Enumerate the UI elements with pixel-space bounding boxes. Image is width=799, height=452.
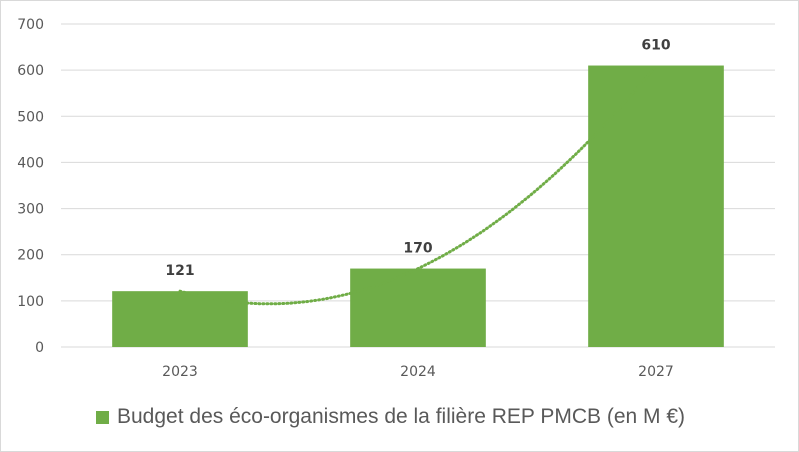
bar-2023: [112, 291, 248, 347]
y-tick-label: 400: [17, 155, 44, 171]
trendline-path: [178, 64, 658, 306]
y-tick-label: 200: [17, 248, 44, 264]
x-axis-ticks: 2023 2024 2027: [162, 364, 674, 380]
y-tick-label: 100: [17, 294, 44, 310]
data-label: 170: [403, 241, 432, 257]
x-tick-label: 2023: [162, 364, 198, 380]
y-axis-ticks: 0 100 200 300 400 500 600 700: [17, 17, 44, 356]
x-tick-label: 2024: [400, 364, 436, 380]
y-tick-label: 700: [17, 17, 44, 33]
data-labels: 121 170 610: [165, 38, 670, 280]
bar-2024: [350, 268, 486, 347]
y-tick-label: 300: [17, 202, 44, 218]
y-tick-label: 600: [17, 63, 44, 79]
x-tick-label: 2027: [638, 364, 674, 380]
trendline: [178, 64, 658, 306]
y-tick-label: 500: [17, 109, 44, 125]
legend: Budget des éco-organismes de la filière …: [96, 402, 685, 432]
y-tick-label: 0: [35, 340, 44, 356]
bars: [112, 65, 724, 348]
legend-label: Budget des éco-organismes de la filière …: [117, 405, 686, 428]
data-label: 610: [641, 38, 670, 54]
data-label: 121: [165, 263, 194, 279]
legend-swatch: [96, 410, 109, 424]
bar-2027: [588, 65, 724, 348]
